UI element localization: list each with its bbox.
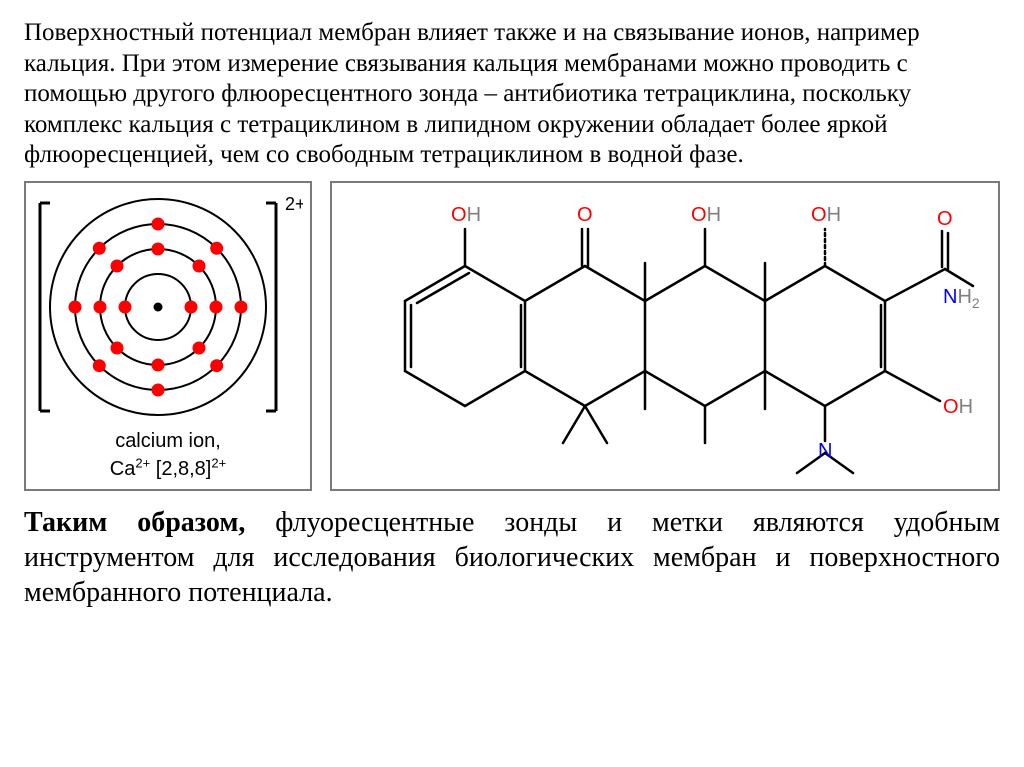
atom-oh3: OH (811, 204, 841, 226)
atom-o2: O (937, 208, 953, 230)
atom-o1: O (577, 204, 593, 226)
ion-caption: calcium ion, Ca2+ [2,8,8]2+ (110, 428, 226, 484)
atom-oh2: OH (691, 204, 721, 226)
top-paragraph: Поверхностный потенциал мембран влияет т… (24, 18, 1000, 171)
atom-oh4: OH (943, 396, 973, 418)
tetracycline-structure: OH O OH OH O NH2 OH N (345, 191, 985, 481)
bottom-bold: Таким образом, (24, 507, 245, 538)
atom-oh1: OH (451, 204, 481, 226)
ion-caption-line2: Ca2+ [2,8,8]2+ (110, 458, 226, 480)
charge-label: 2+ (285, 194, 303, 214)
bottom-paragraph: Таким образом, флуоресцентные зонды и ме… (24, 505, 1000, 610)
atom-n: N (818, 440, 832, 462)
ion-caption-line1: calcium ion, (115, 430, 221, 452)
figures-row: 2+ calcium ion, Ca2+ [2,8,8]2+ (24, 181, 1000, 491)
calcium-ion-diagram: 2+ (33, 192, 303, 422)
atom-nh2: NH2 (943, 286, 980, 311)
calcium-ion-panel: 2+ calcium ion, Ca2+ [2,8,8]2+ (24, 181, 312, 491)
molecule-panel: OH O OH OH O NH2 OH N (330, 181, 1000, 491)
